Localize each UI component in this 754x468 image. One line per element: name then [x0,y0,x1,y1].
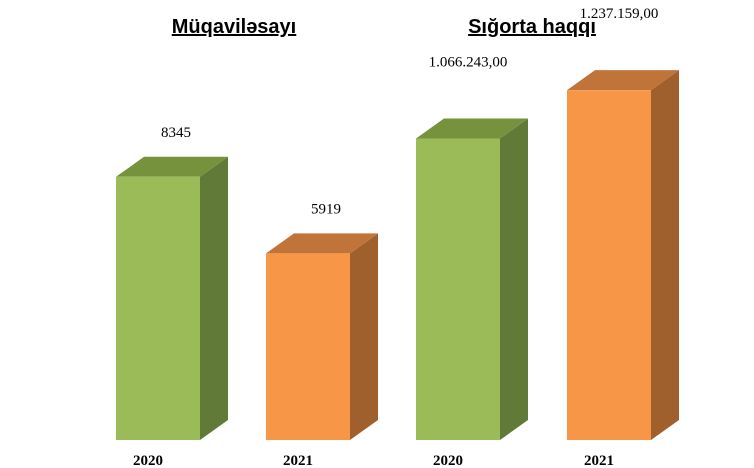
bar-top-chart0-2020 [116,156,228,177]
bar-chart1-2020 [416,138,500,440]
bar-side-chart0-2021 [350,233,378,440]
value-label-chart0-2020: 8345 [161,125,191,141]
bar-side-chart1-2021 [651,70,679,441]
chart-title-contracts: Müqaviləsayı [172,16,297,38]
bar-chart1-2021 [567,90,651,441]
category-label-chart0-2020: 2020 [133,453,163,468]
value-label-chart1-2021: 1.237.159,00 [580,6,659,22]
value-label-chart1-2020: 1.066.243,00 [429,55,508,71]
bar-chart0-2020 [116,176,200,441]
bar-top-chart1-2020 [416,118,528,139]
bars-group: 8345 2020 5919 2021 1.066.243,00 2020 1.237.15… [116,6,679,468]
bar-chart0-2021 [266,253,350,440]
bar-side-chart1-2020 [500,118,528,441]
category-label-chart1-2021: 2021 [584,453,614,468]
value-label-chart0-2021: 5919 [311,201,341,217]
bar-top-chart1-2021 [567,70,679,91]
bar-top-chart0-2021 [266,233,378,254]
bar-side-chart0-2020 [200,156,228,441]
category-label-chart0-2021: 2021 [283,453,313,468]
chart-title-premium: Sığorta haqqı [468,16,596,38]
category-label-chart1-2020: 2020 [433,453,463,468]
